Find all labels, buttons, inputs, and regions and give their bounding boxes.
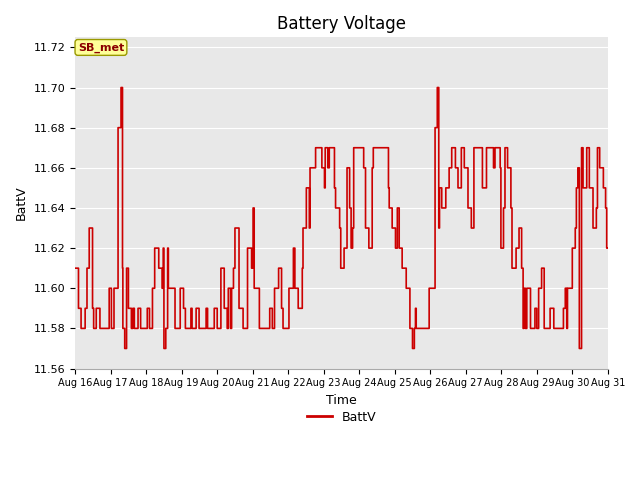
Y-axis label: BattV: BattV	[15, 186, 28, 220]
Legend: BattV: BattV	[301, 406, 381, 429]
Title: Battery Voltage: Battery Voltage	[277, 15, 406, 33]
X-axis label: Time: Time	[326, 394, 357, 407]
Text: SB_met: SB_met	[78, 42, 124, 53]
